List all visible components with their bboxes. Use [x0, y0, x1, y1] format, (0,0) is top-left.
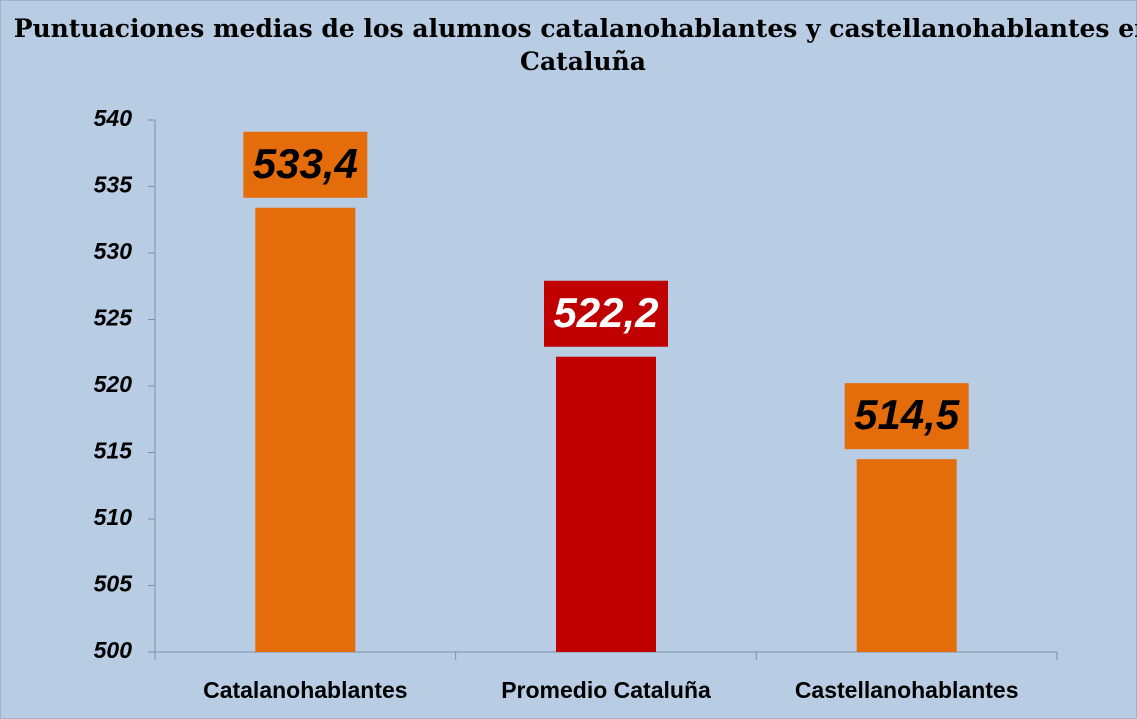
value-label-box: [243, 131, 368, 198]
value-label-box: [544, 280, 668, 347]
x-tick-label: Catalanohablantes: [203, 677, 408, 703]
x-tick-label: Promedio Cataluña: [501, 677, 711, 703]
y-tick-label: 510: [94, 504, 133, 530]
value-label-box: [844, 383, 969, 450]
y-tick-label: 520: [94, 371, 133, 397]
y-tick-label: 535: [94, 172, 134, 198]
chart-title: Puntuaciones medias de los alumnos catal…: [14, 14, 1137, 76]
y-tick-label: 530: [94, 238, 133, 264]
bar: [255, 207, 356, 652]
y-tick-label: 525: [94, 305, 134, 331]
value-label: 522,2: [553, 289, 658, 336]
value-label: 514,5: [854, 391, 960, 438]
y-tick-label: 515: [94, 438, 134, 464]
bar: [856, 459, 957, 652]
title-line: Puntuaciones medias de los alumnos catal…: [14, 14, 1137, 43]
title-line: Cataluña: [520, 47, 646, 76]
x-tick-label: Castellanohablantes: [795, 677, 1019, 703]
y-tick-label: 500: [94, 637, 133, 663]
y-tick-label: 505: [94, 571, 134, 597]
value-label: 533,4: [253, 140, 358, 187]
y-tick-label: 540: [94, 105, 133, 131]
bar: [556, 356, 656, 652]
